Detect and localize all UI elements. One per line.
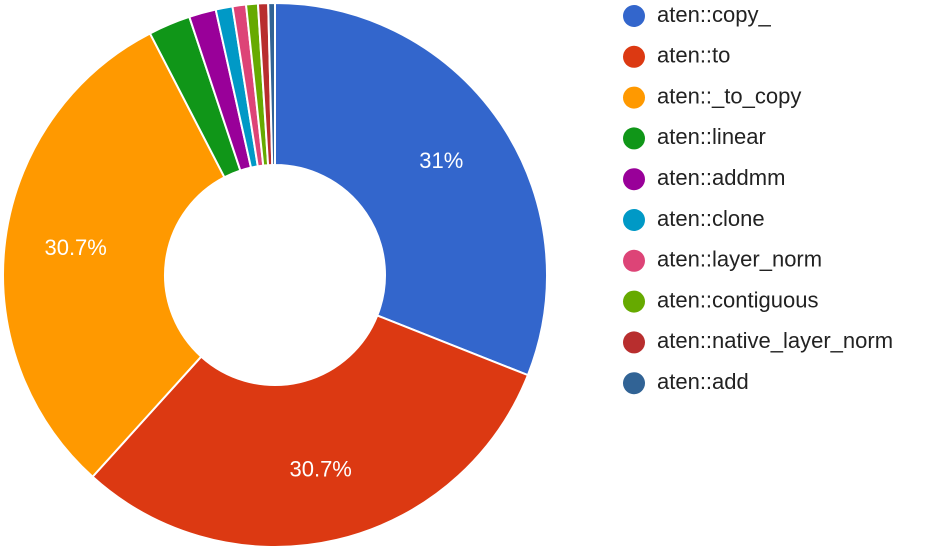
slice-aten-to-copy[interactable] — [2, 32, 226, 479]
legend-label: aten::clone — [657, 206, 765, 231]
legend-label: aten::to — [657, 43, 730, 68]
legend-swatch — [623, 290, 645, 313]
slice-percent-label: 31% — [419, 148, 463, 173]
slice-labels: 31% 30.7% 30.7% — [44, 148, 463, 482]
legend-label: aten::addmm — [657, 165, 785, 190]
legend-label: aten::linear — [657, 124, 766, 149]
legend-swatch — [623, 168, 645, 191]
legend: aten::copy_aten::toaten::_to_copyaten::l… — [623, 2, 893, 395]
legend-item[interactable]: aten::copy_ — [623, 2, 772, 27]
legend-swatch — [623, 331, 645, 354]
slice-percent-label: 30.7% — [44, 235, 106, 260]
legend-swatch — [623, 249, 645, 272]
legend-swatch — [623, 372, 645, 395]
donut-slices — [2, 1, 548, 548]
slice-percent-label: 30.7% — [289, 457, 351, 482]
legend-swatch — [623, 127, 645, 150]
legend-item[interactable]: aten::addmm — [623, 165, 785, 191]
slice-aten-to[interactable] — [91, 314, 530, 548]
legend-item[interactable]: aten::native_layer_norm — [623, 328, 893, 354]
legend-label: aten::contiguous — [657, 287, 818, 312]
legend-swatch — [623, 45, 645, 68]
legend-item[interactable]: aten::_to_copy — [623, 83, 801, 109]
legend-item[interactable]: aten::contiguous — [623, 287, 818, 313]
legend-label: aten::copy_ — [657, 2, 772, 27]
legend-swatch — [623, 86, 645, 109]
legend-item[interactable]: aten::add — [623, 369, 749, 395]
slice-aten-add[interactable] — [267, 1, 276, 167]
legend-label: aten::layer_norm — [657, 247, 822, 272]
legend-label: aten::native_layer_norm — [657, 328, 893, 353]
legend-label: aten::add — [657, 369, 749, 394]
legend-item[interactable]: aten::linear — [623, 124, 766, 150]
legend-item[interactable]: aten::to — [623, 43, 730, 68]
legend-swatch — [623, 209, 645, 231]
legend-label: aten::_to_copy — [657, 83, 801, 108]
slice-aten-copy[interactable] — [274, 1, 548, 377]
legend-swatch — [623, 5, 645, 27]
legend-item[interactable]: aten::layer_norm — [623, 247, 822, 272]
legend-item[interactable]: aten::clone — [623, 206, 765, 231]
